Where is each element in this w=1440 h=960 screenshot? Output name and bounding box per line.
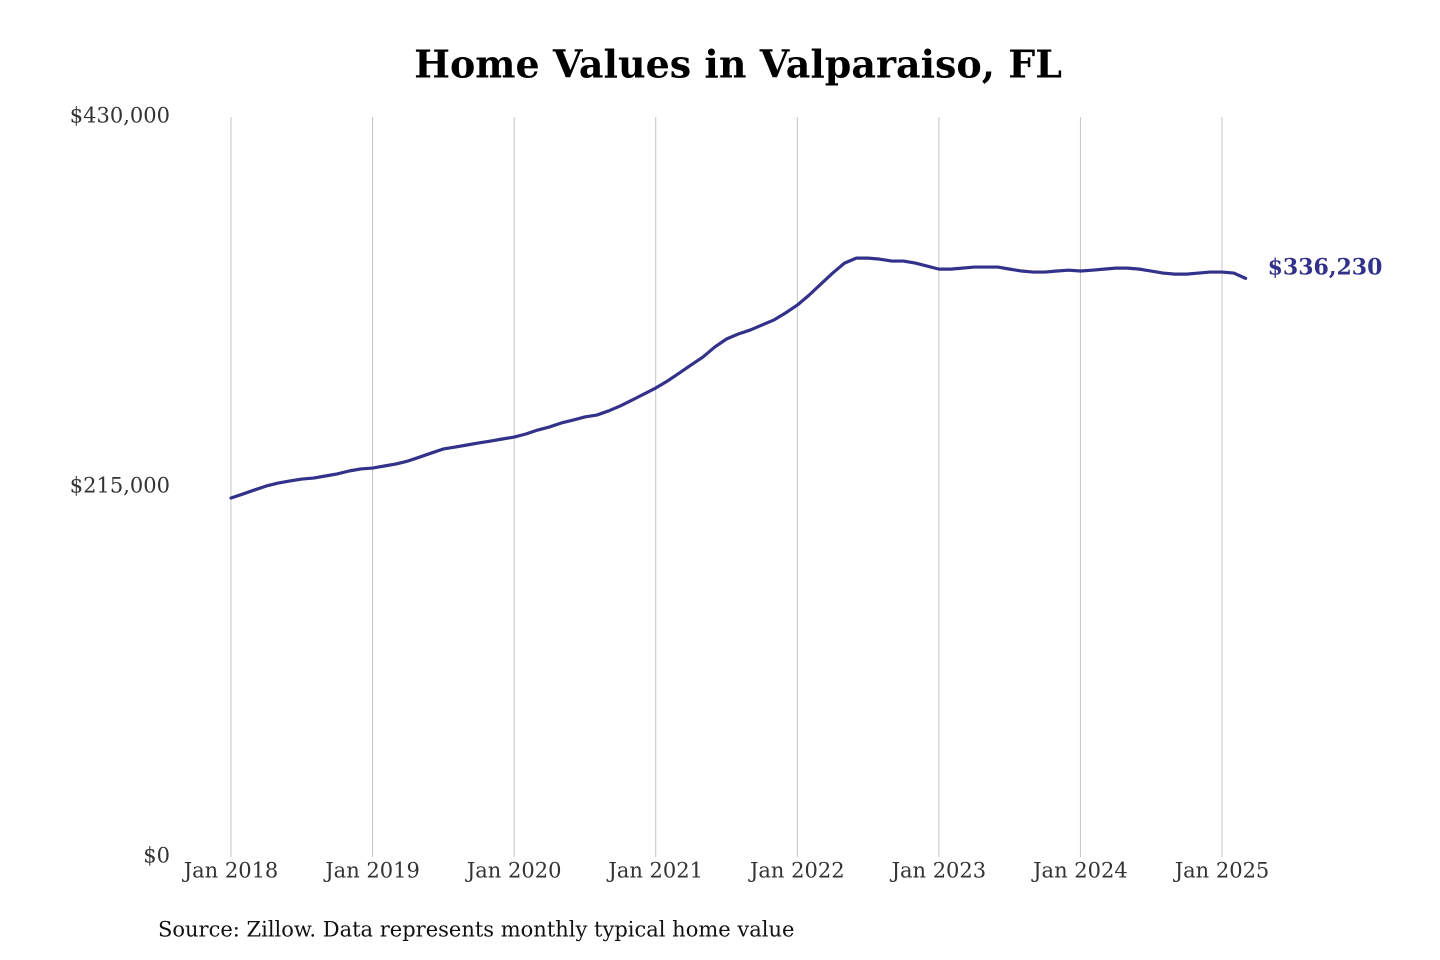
x-tick-label: Jan 2024 bbox=[1031, 859, 1128, 883]
y-tick-label: $215,000 bbox=[70, 474, 170, 498]
y-tick-label: $430,000 bbox=[70, 104, 170, 128]
value-label: $336,230 bbox=[1268, 254, 1383, 280]
x-tick-label: Jan 2018 bbox=[182, 859, 279, 883]
series-line bbox=[229, 256, 1248, 500]
x-tick-label: Jan 2021 bbox=[606, 859, 703, 883]
x-tick-label: Jan 2022 bbox=[748, 859, 845, 883]
x-tick-label: Jan 2025 bbox=[1173, 859, 1270, 883]
source-note: Source: Zillow. Data represents monthly … bbox=[158, 918, 794, 942]
x-tick-label: Jan 2020 bbox=[465, 859, 562, 883]
y-tick-label: $0 bbox=[143, 844, 170, 868]
chart-title: Home Values in Valparaiso, FL bbox=[414, 42, 1062, 87]
x-tick-label: Jan 2019 bbox=[323, 859, 420, 883]
x-tick-label: Jan 2023 bbox=[890, 859, 987, 883]
